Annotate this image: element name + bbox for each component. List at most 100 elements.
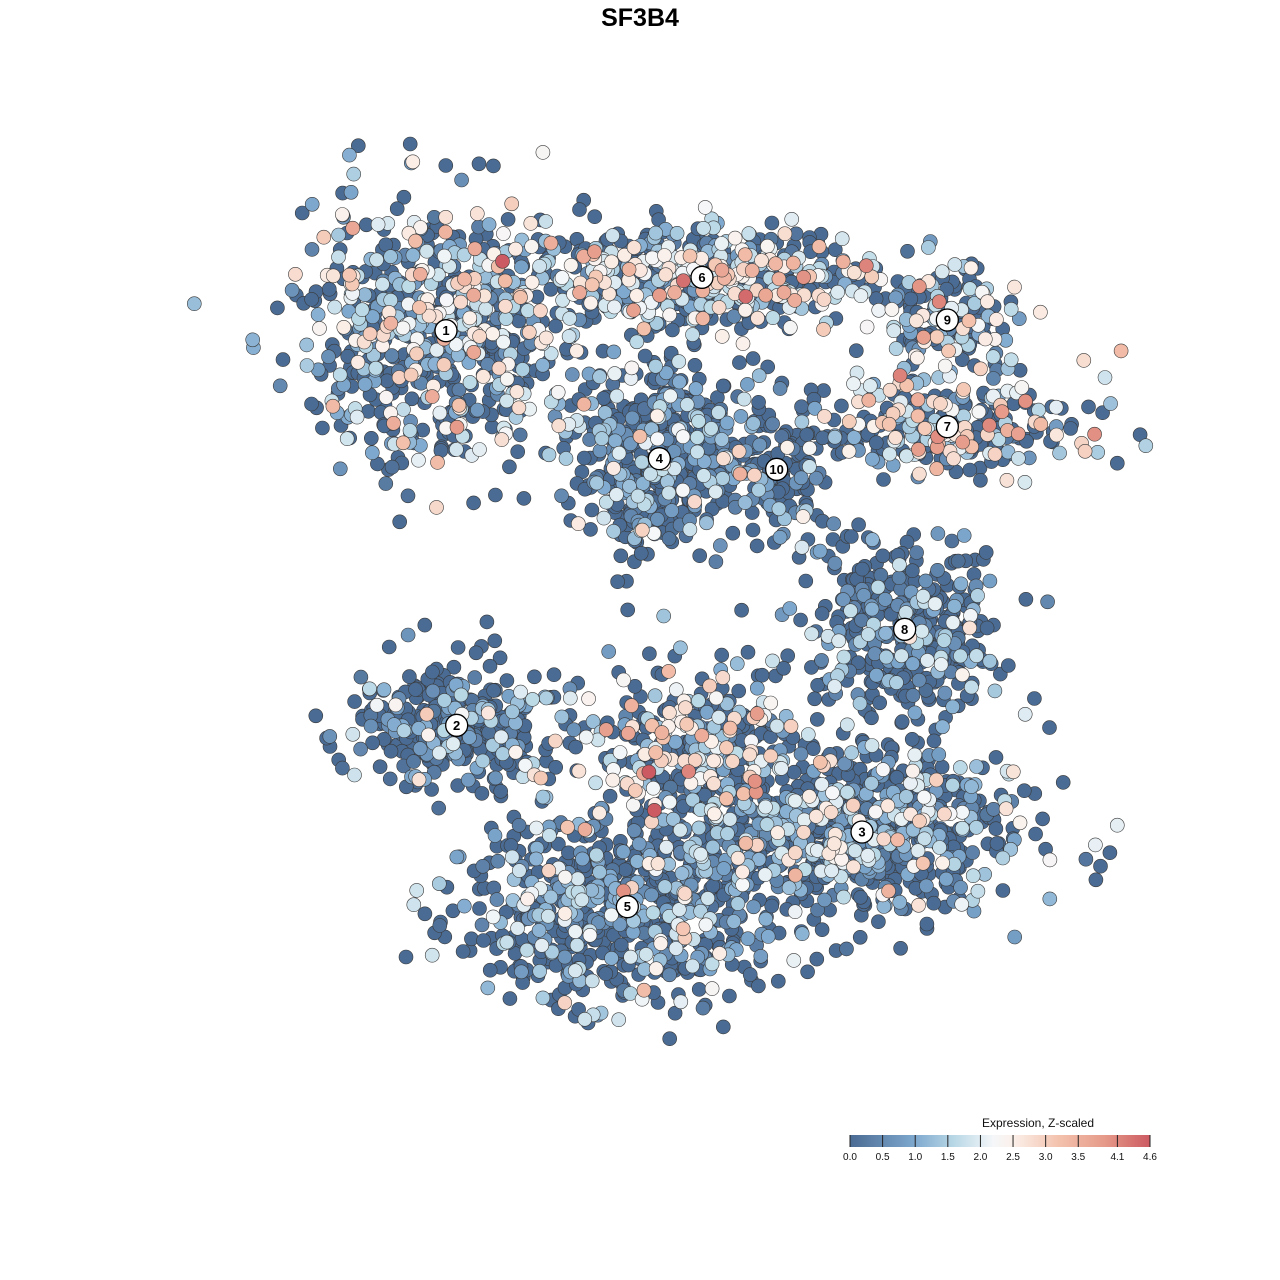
cell-point: [325, 268, 341, 284]
cell-point: [679, 397, 695, 412]
cell-point: [916, 329, 931, 345]
cell-point: [880, 798, 896, 814]
cell-point: [1138, 438, 1154, 454]
cell-point: [515, 362, 531, 377]
cell-point: [689, 444, 705, 460]
cell-point: [941, 343, 956, 359]
cell-point: [353, 669, 369, 685]
cell-point: [523, 216, 539, 231]
cell-point: [562, 311, 578, 326]
cell-point: [982, 417, 997, 433]
cell-point: [706, 806, 722, 822]
cell-point: [475, 858, 491, 874]
cell-point: [1103, 396, 1118, 411]
cell-point: [607, 366, 623, 381]
cell-point: [502, 991, 518, 1006]
cell-point: [551, 418, 567, 434]
cell-point: [898, 605, 914, 620]
cell-point: [735, 336, 751, 351]
cell-point: [912, 813, 927, 829]
cell-point: [551, 836, 566, 852]
cell-point: [905, 656, 921, 672]
cell-point: [763, 748, 779, 764]
cell-point: [525, 692, 540, 707]
cell-point: [781, 880, 797, 896]
cell-point: [460, 772, 476, 788]
cell-point: [732, 466, 748, 482]
cell-point: [905, 688, 921, 703]
cell-point: [758, 911, 774, 927]
cell-point: [419, 706, 435, 722]
cell-point: [569, 343, 585, 359]
cell-point: [568, 739, 584, 755]
cell-point: [598, 966, 614, 982]
cell-point: [665, 811, 681, 827]
cell-point: [598, 722, 614, 738]
cell-point: [643, 466, 658, 482]
cell-point: [826, 516, 842, 532]
cell-point: [926, 895, 942, 911]
cell-point: [404, 391, 420, 407]
cell-point: [421, 308, 437, 324]
cell-point: [601, 644, 617, 659]
cell-point: [836, 889, 851, 905]
cell-point: [722, 988, 737, 1004]
cell-point: [362, 326, 378, 342]
cell-point: [989, 312, 1004, 327]
cell-point: [528, 820, 544, 836]
cell-point: [888, 341, 904, 356]
cell-point: [986, 371, 1001, 386]
cell-point: [796, 824, 812, 840]
cell-point: [382, 771, 398, 787]
cell-point: [471, 156, 487, 172]
cell-point: [629, 334, 645, 350]
cell-point: [760, 238, 775, 254]
cell-point: [689, 430, 705, 445]
cell-point: [327, 299, 343, 315]
cell-point: [466, 495, 481, 511]
cell-point: [987, 683, 1003, 699]
cell-point: [645, 780, 661, 796]
cell-point: [384, 459, 400, 475]
cell-point: [610, 574, 625, 590]
cell-point: [462, 730, 477, 745]
cell-point: [1017, 706, 1033, 722]
cell-point: [587, 209, 603, 224]
cell-point: [802, 459, 817, 474]
cell-point: [395, 320, 411, 336]
cell-point: [954, 804, 970, 820]
cell-point: [604, 950, 619, 966]
cell-point: [725, 525, 741, 541]
cell-point: [644, 250, 660, 266]
cell-point: [606, 523, 621, 539]
cell-point: [845, 797, 861, 813]
cell-point: [661, 485, 677, 501]
cell-point: [577, 822, 593, 837]
cell-point: [617, 862, 633, 878]
cell-point: [584, 973, 600, 989]
cell-point: [321, 281, 337, 297]
cell-point: [795, 509, 811, 524]
cell-point: [372, 759, 388, 775]
cell-point: [751, 852, 767, 867]
cell-point: [494, 432, 510, 447]
cell-point: [622, 478, 637, 494]
cell-point: [1035, 811, 1050, 827]
cell-point: [884, 302, 900, 317]
cell-point: [365, 735, 380, 751]
cell-point: [419, 243, 435, 259]
cell-point: [331, 249, 346, 265]
cell-point: [763, 695, 779, 711]
cell-point: [517, 757, 533, 773]
cell-point: [497, 273, 513, 289]
cell-point: [859, 319, 875, 335]
cell-point: [581, 691, 596, 707]
cell-point: [409, 883, 425, 898]
cell-point: [878, 649, 894, 665]
cell-point: [482, 962, 498, 978]
cell-point: [736, 786, 751, 802]
cell-point: [752, 437, 768, 453]
cell-point: [668, 734, 683, 750]
cell-point: [771, 501, 787, 517]
